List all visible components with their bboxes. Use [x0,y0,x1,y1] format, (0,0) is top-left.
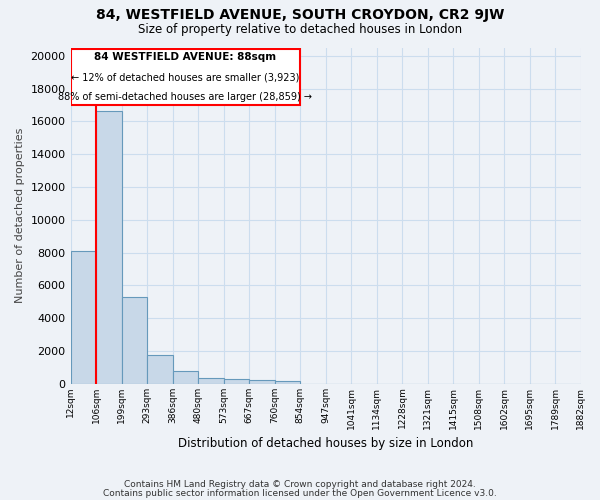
X-axis label: Distribution of detached houses by size in London: Distribution of detached houses by size … [178,437,473,450]
Text: 84, WESTFIELD AVENUE, SOUTH CROYDON, CR2 9JW: 84, WESTFIELD AVENUE, SOUTH CROYDON, CR2… [96,8,504,22]
Bar [71,251,96,384]
Bar [173,372,198,384]
Text: Contains HM Land Registry data © Crown copyright and database right 2024.: Contains HM Land Registry data © Crown c… [124,480,476,489]
Bar [249,380,275,384]
Bar [122,297,147,384]
Bar [147,355,173,384]
Text: Size of property relative to detached houses in London: Size of property relative to detached ho… [138,22,462,36]
Text: 88% of semi-detached houses are larger (28,859) →: 88% of semi-detached houses are larger (… [58,92,312,102]
Bar [96,112,122,384]
Bar [224,379,249,384]
FancyBboxPatch shape [71,49,300,105]
Y-axis label: Number of detached properties: Number of detached properties [15,128,25,304]
Text: ← 12% of detached houses are smaller (3,923): ← 12% of detached houses are smaller (3,… [71,72,299,82]
Text: 84 WESTFIELD AVENUE: 88sqm: 84 WESTFIELD AVENUE: 88sqm [94,52,277,62]
Bar [198,378,224,384]
Bar [275,382,300,384]
Text: Contains public sector information licensed under the Open Government Licence v3: Contains public sector information licen… [103,488,497,498]
